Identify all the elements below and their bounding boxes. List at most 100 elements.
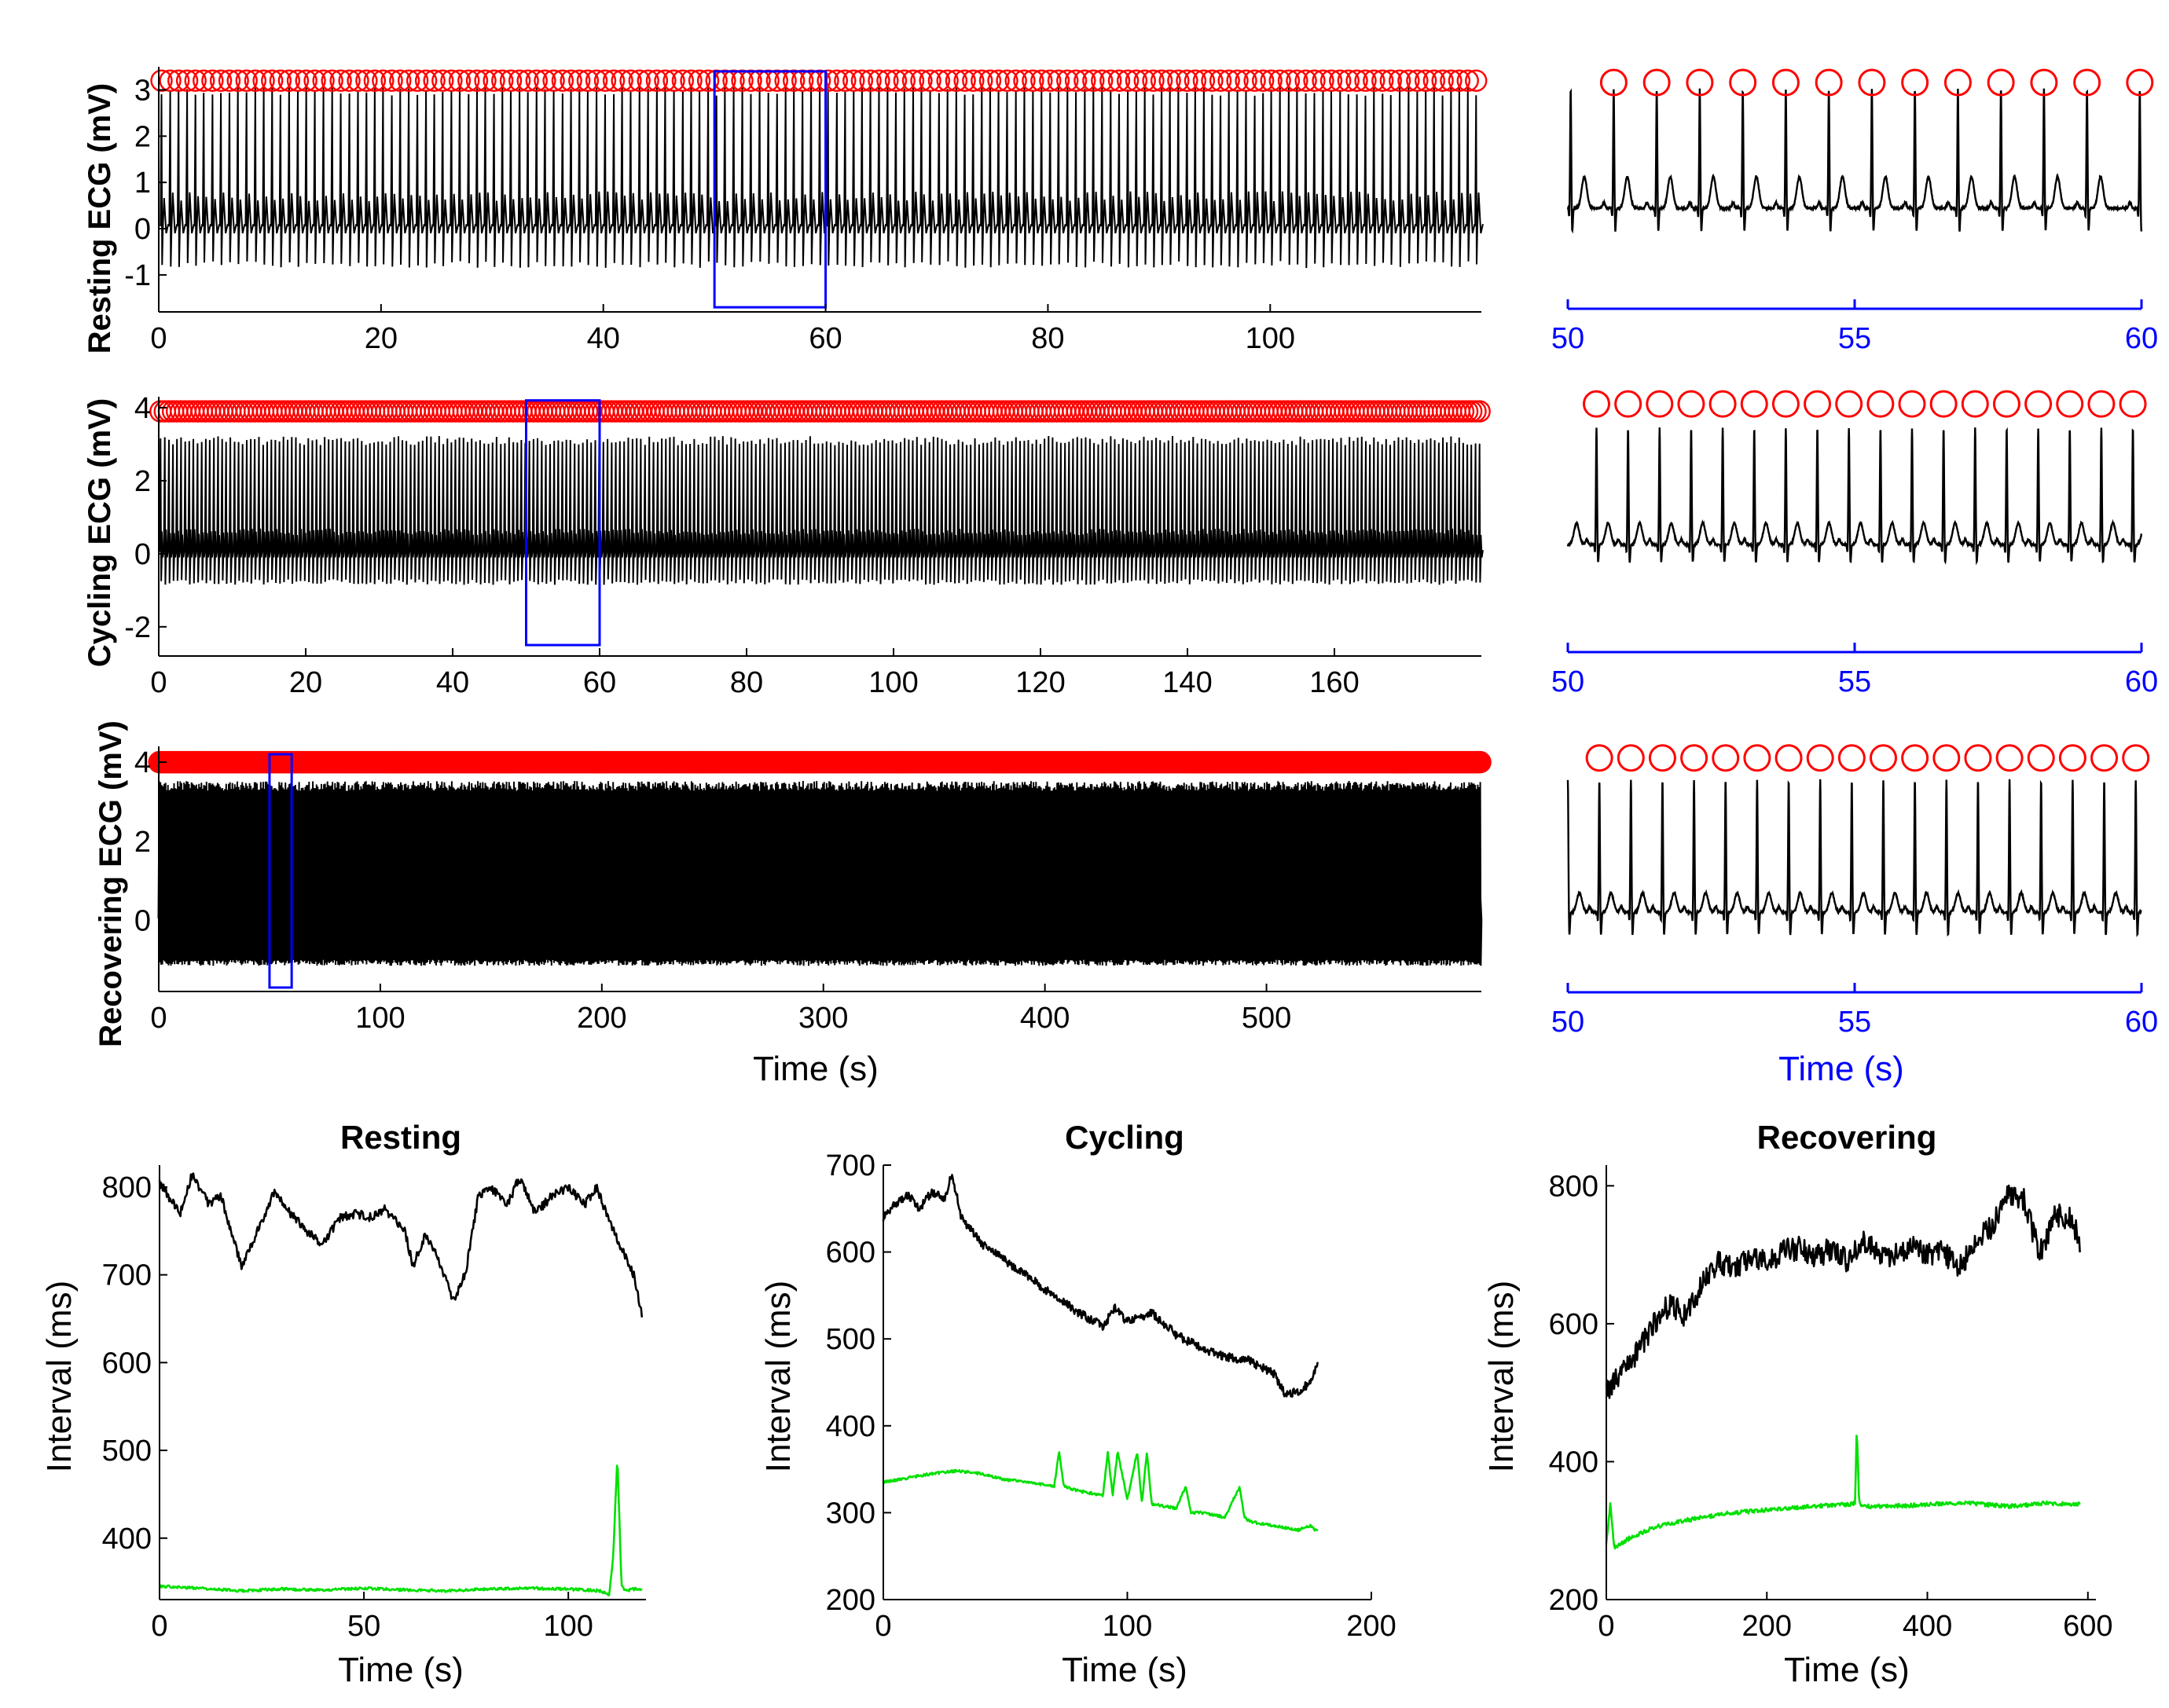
cycling-intervals-xtick-label: 100 bbox=[1103, 1610, 1152, 1643]
resting-ecg-peak-marker bbox=[380, 69, 403, 92]
recovering-intervals-rr-line bbox=[1605, 1184, 2081, 1399]
resting-ecg-peak-marker bbox=[1004, 69, 1027, 92]
resting-ecg-peak-marker bbox=[542, 69, 565, 92]
resting-ecg-peak-marker bbox=[201, 69, 224, 92]
cycling-intervals-ylabel: Interval (ms) bbox=[759, 1281, 798, 1472]
recovering-zoom-peak-marker bbox=[1932, 744, 1961, 772]
resting-ecg-peak-marker bbox=[1235, 69, 1257, 92]
resting-ecg-peak-marker bbox=[817, 69, 839, 92]
resting-ecg-peak-marker bbox=[355, 69, 378, 92]
recovering-zoom-peak-marker bbox=[1774, 744, 1803, 772]
recovering-zoom-peak-marker bbox=[2122, 744, 2150, 772]
resting-ecg-peak-marker bbox=[978, 69, 1002, 92]
resting-ecg-peak-marker bbox=[1091, 69, 1114, 92]
recovering-zoom-peak-marker bbox=[1743, 744, 1771, 772]
resting-ecg-peak-marker bbox=[1133, 69, 1156, 92]
resting-ecg-peak-marker bbox=[414, 69, 438, 92]
recovering-intervals-ytick-label: 800 bbox=[1549, 1170, 1598, 1203]
cycling-ecg-panel: 0 20 40 60 80 100 120 140 160 -2 0 2 4 Cycling ECG (… bbox=[83, 392, 1491, 699]
recovering-ecg-xtick-label: 100 bbox=[355, 1002, 405, 1035]
recovering-intervals-ytick-label: 200 bbox=[1549, 1584, 1598, 1617]
resting-ecg-ytick-label: 3 bbox=[134, 74, 151, 107]
resting-ecg-peak-marker bbox=[457, 69, 480, 92]
resting-ecg-peak-marker bbox=[1277, 69, 1301, 92]
resting-ecg-peak-marker bbox=[1142, 69, 1165, 92]
resting-ecg-peak-marker bbox=[1099, 69, 1122, 92]
resting-ecg-peak-marker bbox=[389, 69, 412, 92]
resting-ecg-peak-marker bbox=[551, 69, 574, 92]
resting-intervals-ytick-label: 500 bbox=[102, 1435, 152, 1468]
resting-ecg-peak-marker bbox=[1465, 69, 1488, 92]
resting-ecg-peak-marker bbox=[1226, 69, 1249, 92]
resting-ecg-peak-marker bbox=[534, 69, 556, 92]
resting-ecg-peak-marker bbox=[1337, 69, 1360, 92]
resting-zoom-peak-markers bbox=[1599, 68, 2154, 97]
recovering-intervals-xtick-label: 0 bbox=[1598, 1610, 1614, 1643]
resting-ecg-peak-marker bbox=[235, 69, 258, 92]
cycling-zoom-peak-marker bbox=[1583, 390, 1610, 418]
resting-intervals-xtick-label: 100 bbox=[543, 1610, 593, 1643]
resting-ecg-peak-marker bbox=[637, 69, 659, 92]
cycling-zoom-peak-marker bbox=[2119, 390, 2147, 418]
cycling-zoom-peak-marker bbox=[1929, 390, 1958, 418]
resting-ecg-peak-marker bbox=[585, 69, 608, 92]
cycling-ecg-ytick-label: 0 bbox=[134, 538, 151, 571]
recovering-ecg-zoom-box bbox=[268, 753, 293, 989]
cycling-ecg-xtick-label: 120 bbox=[1015, 666, 1065, 699]
resting-ecg-peak-marker bbox=[868, 69, 890, 92]
resting-ecg-peak-marker bbox=[406, 69, 429, 92]
cycling-ecg-xtick-label: 100 bbox=[868, 666, 918, 699]
resting-ecg-peak-marker bbox=[193, 69, 215, 92]
cycling-ecg-peak-markers bbox=[149, 400, 1491, 423]
resting-ecg-peak-marker bbox=[1319, 69, 1343, 92]
resting-ecg-peak-marker bbox=[602, 69, 626, 92]
cycling-intervals-plot-area: 0 100 200 200 300 400 500 600 700 bbox=[826, 1149, 1396, 1643]
resting-ecg-peak-marker bbox=[1414, 69, 1437, 92]
resting-zoom-xtick-label: 55 bbox=[1838, 322, 1871, 355]
recovering-zoom-peak-marker bbox=[1901, 744, 1929, 772]
resting-ecg-peak-marker bbox=[397, 69, 420, 92]
cycling-zoom-peak-marker bbox=[1898, 390, 1926, 418]
resting-ecg-peak-marker bbox=[971, 69, 993, 92]
recovering-intervals-title: Recovering bbox=[1757, 1119, 1937, 1156]
cycling-zoom-trace bbox=[1566, 427, 2143, 566]
cycling-zoom-peak-marker bbox=[1677, 390, 1705, 418]
resting-ecg-peak-marker bbox=[269, 69, 292, 92]
resting-ecg-plot-area: 0 20 40 60 80 100 -1 0 1 2 3 bbox=[124, 67, 1488, 355]
recovering-zoom-peak-markers bbox=[1585, 744, 2150, 772]
recovering-ecg-xtick-label: 300 bbox=[798, 1002, 848, 1035]
recovering-ecg-trace bbox=[157, 780, 1483, 966]
cycling-zoom-xtick-label: 50 bbox=[1551, 665, 1584, 698]
resting-ecg-peak-marker bbox=[1013, 69, 1036, 92]
cycling-ecg-ytick-label: 4 bbox=[134, 392, 151, 425]
resting-ecg-peak-marker bbox=[1303, 69, 1326, 92]
resting-intervals-rr-line bbox=[158, 1172, 644, 1318]
resting-zoom-peak-marker bbox=[2073, 68, 2101, 97]
resting-intervals-plot-area: 0 50 100 400 500 600 700 800 bbox=[102, 1165, 646, 1643]
cycling-ecg-xtick-label: 160 bbox=[1309, 666, 1359, 699]
recovering-intervals-xtick-label: 400 bbox=[1903, 1610, 1952, 1643]
cycling-intervals-xlabel: Time (s) bbox=[1062, 1651, 1187, 1689]
cycling-intervals-xtick-label: 0 bbox=[875, 1610, 891, 1643]
resting-ecg-peak-marker bbox=[1082, 69, 1105, 92]
resting-ecg-peak-marker bbox=[150, 69, 173, 92]
resting-ecg-ylabel: Resting ECG (mV) bbox=[83, 83, 117, 354]
resting-intervals-ytick-label: 600 bbox=[102, 1347, 152, 1380]
resting-ecg-peak-marker bbox=[1294, 69, 1317, 92]
recovering-zoom-panel: 50 55 60 Time (s) bbox=[1551, 744, 2158, 1088]
resting-ecg-peak-marker bbox=[696, 69, 720, 92]
resting-zoom-peak-marker bbox=[1987, 68, 2015, 97]
resting-ecg-peak-marker bbox=[184, 69, 207, 92]
cycling-zoom-peak-marker bbox=[1708, 390, 1737, 418]
resting-ecg-peak-marker bbox=[1243, 69, 1266, 92]
resting-ecg-peak-marker bbox=[1217, 69, 1240, 92]
recovering-ecg-xtick-label: 500 bbox=[1242, 1002, 1291, 1035]
cycling-intervals-ytick-label: 500 bbox=[826, 1323, 875, 1356]
recovering-intervals-xtick-label: 200 bbox=[1742, 1610, 1792, 1643]
resting-intervals-ytick-label: 400 bbox=[102, 1523, 152, 1556]
resting-ecg-peak-marker bbox=[209, 69, 233, 92]
resting-ecg-peak-marker bbox=[568, 69, 591, 92]
recovering-ecg-ylabel: Recovering ECG (mV) bbox=[94, 720, 128, 1047]
cycling-zoom-peak-markers bbox=[1583, 390, 2147, 418]
